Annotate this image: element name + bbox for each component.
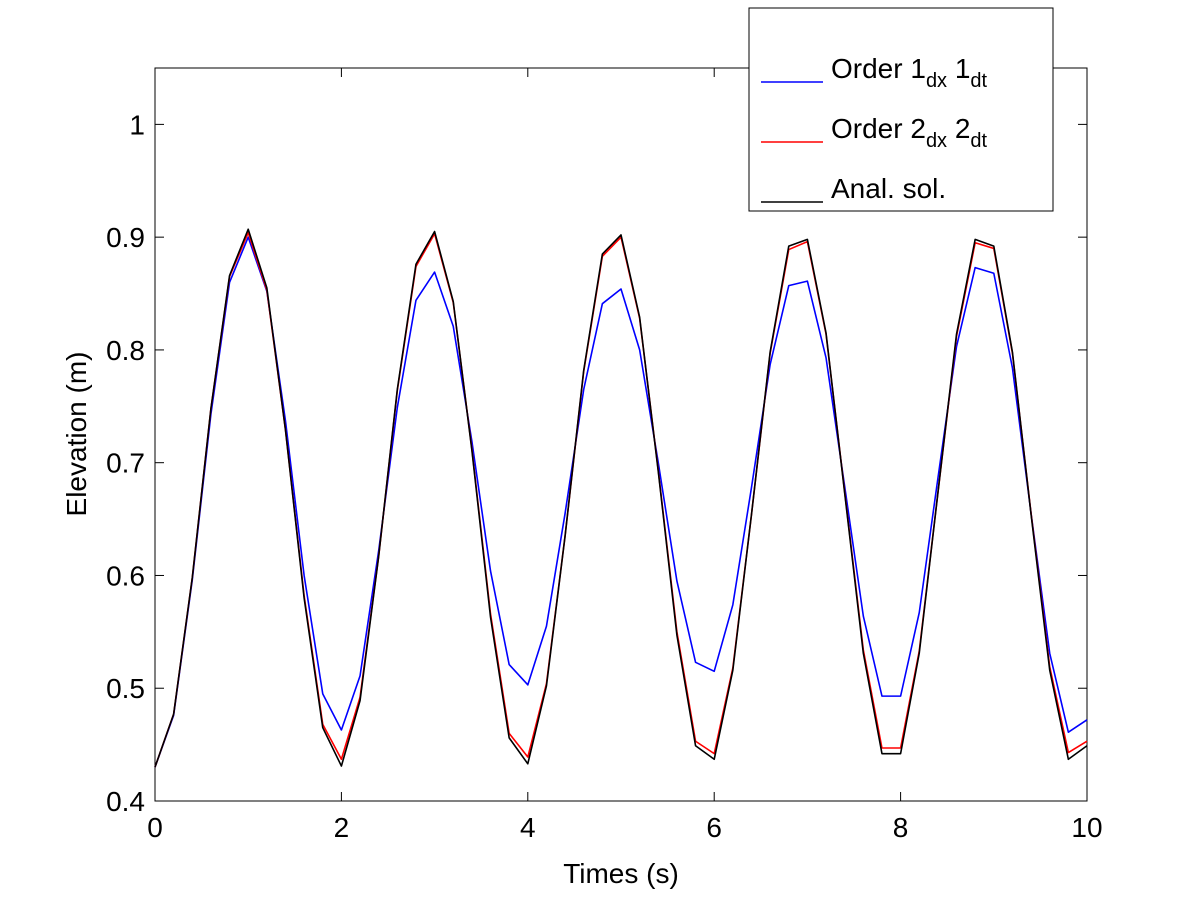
y-tick-label: 0.4 (106, 786, 145, 817)
x-tick-label: 10 (1071, 812, 1102, 843)
x-axis-label: Times (s) (563, 858, 679, 889)
y-axis-label: Elevation (m) (61, 352, 92, 517)
x-tick-label: 4 (520, 812, 536, 843)
y-tick-label: 0.7 (106, 448, 145, 479)
series-line (154, 236, 1088, 768)
x-tick-label: 0 (147, 812, 163, 843)
legend-label: Anal. sol. (831, 173, 946, 204)
legend-box (748, 7, 1054, 212)
x-tick-label: 8 (893, 812, 909, 843)
series-line (154, 228, 1088, 768)
x-tick-label: 6 (706, 812, 722, 843)
y-tick-label: 1 (129, 109, 145, 140)
y-tick-label: 0.6 (106, 560, 145, 591)
legend-label: Order 1dx 1dt (831, 53, 988, 92)
legend-label: Order 2dx 2dt (831, 113, 988, 152)
y-tick-label: 0.5 (106, 673, 145, 704)
x-tick-label: 2 (334, 812, 350, 843)
y-tick-label: 0.8 (106, 335, 145, 366)
y-tick-label: 0.9 (106, 222, 145, 253)
